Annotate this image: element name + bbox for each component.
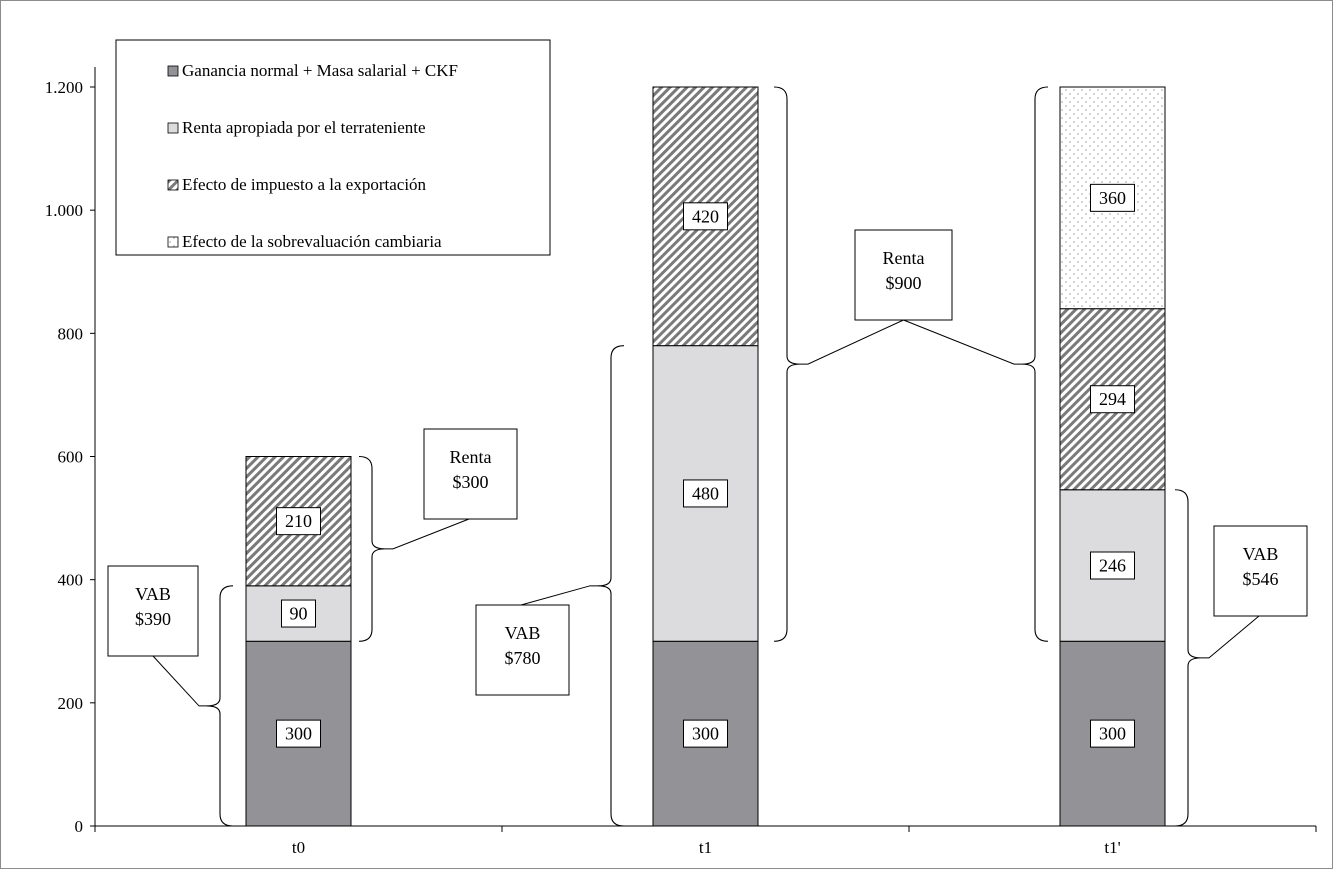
data-label: 360 <box>1099 188 1126 208</box>
callout-box <box>107 565 199 657</box>
callout-box <box>1213 525 1308 617</box>
callout-leader <box>152 655 207 707</box>
legend: Ganancia normal + Masa salarial + CKF Ren… <box>115 39 551 256</box>
data-label-box <box>276 507 321 536</box>
callout-text: Renta <box>450 447 492 467</box>
data-label: 300 <box>1099 724 1126 744</box>
legend-swatch <box>167 65 179 77</box>
bars: 300 90 210 300 480 420 300 246 294 360 <box>245 86 1166 827</box>
data-label: 420 <box>692 206 719 226</box>
data-label-box <box>281 599 316 628</box>
callout-box <box>475 604 570 696</box>
data-label: 210 <box>285 511 312 531</box>
data-label-box <box>683 202 728 231</box>
annotations: VAB $390 Renta $300 VAB $780 Renta $900 VAB $546 <box>107 86 1308 827</box>
data-label: 480 <box>692 483 719 503</box>
data-label-box <box>1090 719 1135 748</box>
callout-leader <box>385 518 470 550</box>
callout-text: $546 <box>1243 569 1279 589</box>
y-tick-label: 1.200 <box>45 78 83 97</box>
data-label: 294 <box>1099 389 1126 409</box>
data-label-box <box>1090 183 1135 212</box>
callout-text: VAB <box>1243 544 1279 564</box>
legend-box <box>115 39 551 256</box>
data-label-box <box>683 719 728 748</box>
data-label-box <box>1090 551 1135 580</box>
data-label-box <box>683 479 728 508</box>
data-label: 90 <box>290 604 308 624</box>
callout-text: $780 <box>505 648 541 668</box>
data-label-box <box>276 719 321 748</box>
x-category-label: t0 <box>292 838 305 857</box>
callout-text: $300 <box>453 472 489 492</box>
x-category-label: t1' <box>1104 838 1120 857</box>
callout-box <box>423 428 518 520</box>
callout-leader <box>1201 615 1260 659</box>
data-label-box <box>1090 385 1135 414</box>
data-label: 300 <box>285 724 312 744</box>
callout-text: Renta <box>883 248 925 268</box>
callout-box <box>854 229 953 321</box>
y-tick-label: 1.000 <box>45 201 83 220</box>
x-category-label: t1 <box>699 838 712 857</box>
legend-swatch <box>167 236 179 248</box>
callout-text: $390 <box>135 609 171 629</box>
callout-text: VAB <box>135 584 171 604</box>
y-tick-label: 0 <box>75 817 84 836</box>
y-tick-label: 800 <box>58 324 84 343</box>
legend-entry: Ganancia normal + Masa salarial + CKF <box>182 61 458 80</box>
y-tick-label: 400 <box>58 571 84 590</box>
data-label: 246 <box>1099 556 1126 576</box>
callout-text: $900 <box>886 273 922 293</box>
legend-swatch <box>167 122 179 134</box>
y-tick-label: 200 <box>58 694 84 713</box>
legend-entry: Efecto de impuesto a la exportación <box>182 175 427 194</box>
callout-leader <box>520 585 598 606</box>
legend-entry: Efecto de la sobrevaluación cambiaria <box>182 232 442 251</box>
callout-text: VAB <box>505 623 541 643</box>
callout-leader <box>903 319 1022 365</box>
legend-entry: Renta apropiada por el terrateniente <box>182 118 426 137</box>
data-label: 300 <box>692 724 719 744</box>
callout-leader <box>800 319 904 365</box>
legend-swatch <box>167 179 179 191</box>
y-tick-label: 600 <box>58 448 84 467</box>
